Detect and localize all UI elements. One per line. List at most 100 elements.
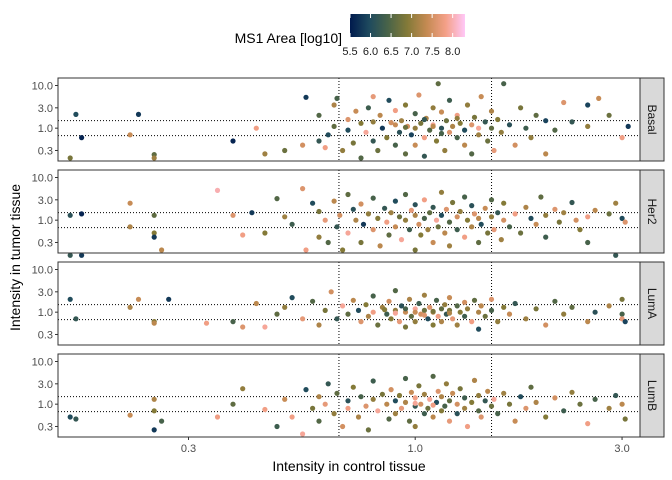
data-point [592, 207, 598, 213]
data-point [569, 389, 575, 395]
data-point [442, 403, 448, 409]
data-point [316, 418, 322, 424]
data-point [622, 416, 628, 422]
data-point [384, 219, 390, 225]
legend-tick-label: 6.5 [383, 46, 398, 58]
data-point [488, 214, 495, 220]
data-point [355, 414, 362, 420]
data-point [478, 303, 484, 309]
data-point [606, 211, 612, 217]
data-point [476, 326, 482, 332]
data-point [446, 129, 453, 135]
data-point [478, 221, 484, 227]
data-point [454, 411, 460, 417]
y-tick-label: 3.0 [38, 287, 53, 299]
data-point [151, 427, 157, 433]
data-point [345, 311, 351, 317]
facet-strip [639, 77, 665, 162]
legend-tick-label: 7.5 [424, 46, 439, 58]
data-point [491, 147, 497, 154]
data-point [512, 418, 518, 424]
data-point [435, 313, 441, 319]
data-point [274, 311, 280, 317]
data-point [619, 311, 625, 317]
data-point [412, 202, 418, 208]
data-point [274, 423, 280, 430]
data-point [533, 112, 539, 118]
data-point [506, 401, 513, 407]
data-point [433, 297, 440, 303]
data-point [488, 403, 495, 409]
data-point [363, 302, 369, 308]
data-point [392, 411, 398, 417]
data-point [476, 215, 482, 221]
data-point [230, 212, 236, 218]
data-point [316, 322, 322, 328]
data-point [402, 102, 409, 108]
data-point [353, 217, 359, 223]
data-point [585, 102, 591, 108]
data-point [370, 138, 376, 144]
data-point [421, 116, 427, 123]
data-point [533, 221, 539, 227]
data-point [370, 396, 376, 402]
data-point [552, 127, 558, 133]
data-point [358, 201, 364, 207]
data-point [375, 408, 381, 414]
data-point [421, 215, 427, 221]
y-tick-label: 0.3 [38, 237, 53, 249]
data-point [619, 215, 625, 221]
data-point [262, 406, 268, 413]
data-point [435, 388, 441, 394]
data-point [418, 120, 424, 126]
data-point [454, 135, 460, 141]
data-point [438, 319, 445, 325]
data-point [325, 132, 331, 138]
data-point [469, 151, 475, 157]
data-point [501, 304, 507, 310]
data-point [561, 311, 567, 317]
y-tick-label: 0.3 [38, 421, 53, 433]
data-point [543, 234, 549, 240]
facet-strip-label: Basal [645, 104, 659, 134]
legend-title: MS1 Area [log10] [235, 30, 342, 46]
data-point [151, 408, 157, 414]
data-point [322, 217, 328, 223]
data-point [462, 142, 468, 148]
data-point [450, 123, 456, 129]
data-point [310, 200, 316, 206]
data-point [438, 125, 445, 131]
data-point [471, 377, 478, 383]
data-point [398, 118, 405, 124]
data-point [577, 401, 583, 407]
data-point [476, 392, 482, 399]
data-point [396, 319, 403, 325]
facet-strip-label: LumB [645, 380, 659, 411]
x-tick-label: 0.3 [181, 443, 196, 455]
data-point [127, 412, 133, 418]
data-point [485, 138, 491, 144]
data-point [464, 306, 471, 312]
y-tick-label: 0.3 [38, 145, 53, 157]
data-point [345, 127, 351, 133]
data-point [379, 125, 385, 131]
data-point [613, 252, 619, 258]
data-point [450, 316, 456, 322]
data-point [300, 142, 306, 148]
data-point [282, 147, 288, 154]
data-point [476, 239, 482, 246]
data-point [79, 211, 85, 217]
data-point [328, 289, 334, 295]
data-point [127, 224, 133, 230]
data-point [585, 421, 591, 427]
data-point [240, 324, 246, 330]
data-point [457, 120, 463, 126]
data-point [427, 210, 433, 216]
data-point [622, 219, 628, 225]
y-tick-label: 1.0 [38, 307, 53, 319]
data-point [408, 132, 414, 138]
data-point [625, 123, 631, 129]
data-point [482, 205, 488, 211]
data-point [501, 217, 507, 223]
y-tick-label: 1.0 [38, 123, 53, 135]
